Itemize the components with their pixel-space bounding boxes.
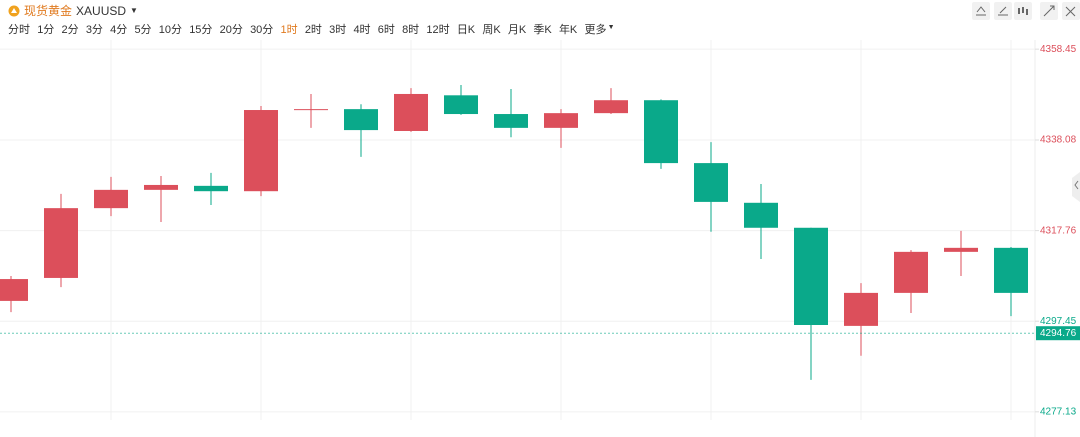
candle-body — [94, 189, 128, 209]
interval-option[interactable]: 3时 — [329, 24, 347, 36]
candle-body — [244, 110, 278, 192]
symbol-title[interactable]: 现货黄金 XAUUSD ▼ — [8, 2, 138, 19]
candle-body — [694, 163, 728, 202]
interval-option[interactable]: 1分 — [37, 24, 55, 36]
interval-option[interactable]: 2时 — [304, 24, 322, 36]
side-tab-arrow — [1074, 180, 1079, 190]
y-tick-label: 4297.45 — [1040, 316, 1077, 327]
interval-option[interactable]: 2分 — [61, 24, 79, 36]
interval-bar: 分时 1分 2分 3分 4分 5分 10分 15分 20分 30分 1时 2时 3时 4时 6时 8时 12时日… — [8, 21, 622, 37]
interval-option[interactable]: 季K — [533, 24, 552, 36]
vertical-grid — [110, 40, 1012, 420]
symbol-code: XAUUSD — [76, 3, 127, 18]
candle-body — [844, 292, 878, 326]
dropdown-caret: ▼ — [607, 24, 615, 31]
toolbar-icons — [972, 2, 1080, 20]
dropdown-caret: ▼ — [130, 6, 138, 15]
interval-option[interactable]: 周K — [482, 24, 501, 36]
interval-option[interactable]: 20分 — [219, 24, 243, 36]
candle-body — [344, 109, 378, 131]
interval-option[interactable]: 5分 — [134, 24, 152, 36]
interval-option[interactable]: 1时 — [280, 24, 298, 36]
candle-body — [544, 113, 578, 128]
current-price-label: 4294.76 — [1040, 328, 1077, 339]
candle-body — [794, 227, 828, 325]
symbol-name: 现货黄金 — [24, 4, 73, 18]
interval-option[interactable]: 年K — [558, 24, 578, 36]
y-tick-label: 4358.45 — [1040, 44, 1077, 55]
candle-body — [194, 185, 228, 192]
candle-body — [594, 100, 628, 114]
candle-body — [944, 247, 978, 252]
y-tick-label: 4338.08 — [1040, 135, 1077, 146]
interval-option[interactable]: 6时 — [377, 24, 395, 36]
interval-option[interactable]: 分时 — [8, 24, 30, 36]
header: 现货黄金 XAUUSD ▼ — [0, 0, 1080, 18]
candle-body — [744, 202, 778, 228]
current-price-box — [1036, 326, 1080, 341]
candle-body — [994, 247, 1028, 293]
tool-button[interactable] — [994, 2, 1012, 20]
interval-option[interactable]: 8时 — [402, 24, 420, 36]
candle-body — [294, 109, 328, 111]
candle-body — [44, 208, 78, 278]
interval-option[interactable]: 4时 — [353, 24, 371, 36]
interval-option[interactable]: 12时 — [426, 24, 450, 36]
candle-body — [894, 251, 928, 293]
tool-button[interactable] — [972, 2, 990, 20]
interval-option[interactable]: 30分 — [250, 24, 274, 36]
candle-body — [394, 93, 428, 131]
interval-option[interactable]: 10分 — [158, 24, 182, 36]
candle-body — [644, 100, 678, 164]
y-tick-label: 4317.76 — [1040, 225, 1077, 236]
candle-body — [0, 279, 28, 301]
interval-option[interactable]: 4分 — [110, 24, 128, 36]
candle-body — [494, 114, 528, 128]
interval-option[interactable]: 月K — [507, 24, 527, 36]
y-tick-label: 4277.13 — [1040, 406, 1077, 417]
interval-option[interactable]: 日K — [456, 24, 476, 36]
candle-body — [444, 95, 478, 115]
interval-option[interactable]: 更多 — [584, 24, 607, 36]
symbol-icon — [8, 5, 20, 16]
interval-option[interactable]: 15分 — [189, 24, 213, 36]
candle-body — [144, 184, 178, 190]
interval-option[interactable]: 3分 — [85, 24, 103, 36]
